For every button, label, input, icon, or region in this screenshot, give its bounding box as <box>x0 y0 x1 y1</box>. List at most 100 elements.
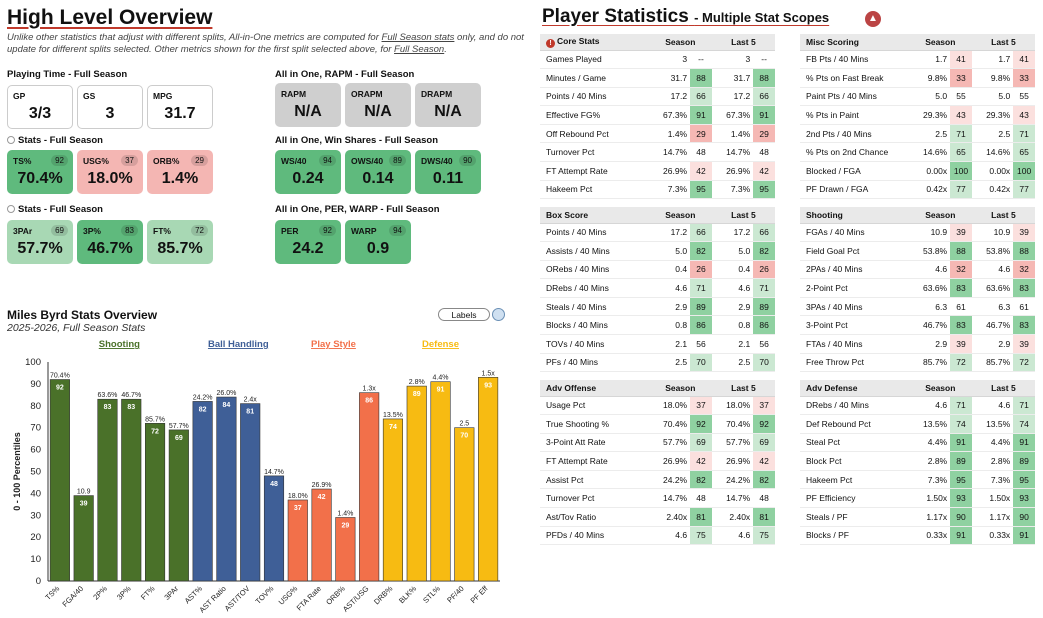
table-row: Usage Pct 18.0% 37 18.0% 37 <box>540 396 775 416</box>
stat-card-label: WS/40 <box>281 156 307 166</box>
last5-value: 4.6 <box>971 396 1014 416</box>
column-header-last5[interactable]: Last 5 <box>711 207 775 224</box>
season-percentile: 74 <box>950 414 972 434</box>
stat-card-label: RAPM <box>281 89 307 99</box>
stat-card-percentile: 90 <box>459 155 476 166</box>
note-link-full-season-stats[interactable]: Full Season stats <box>381 32 455 43</box>
overview-note: Unlike other statistics that adjust with… <box>7 32 527 56</box>
stat-card-value: 57.7% <box>17 240 63 257</box>
bar-value-label: 18.0% <box>288 493 308 500</box>
group-legend-shooting: Shooting <box>99 339 140 350</box>
table-row: Block Pct 2.8% 89 2.8% 89 <box>800 451 1035 471</box>
last5-percentile: 100 <box>1013 161 1035 181</box>
season-value: 26.9% <box>648 161 691 181</box>
last5-value: 24.2% <box>711 470 754 490</box>
section-title-stats2: Stats - Full Season <box>7 204 103 215</box>
last5-value: 14.6% <box>971 142 1014 163</box>
last5-percentile: 42 <box>753 161 775 181</box>
last5-percentile: 91 <box>1013 526 1035 546</box>
column-header-season[interactable]: Season <box>908 207 972 224</box>
bar-value-label: 1.5x <box>481 370 495 377</box>
bar-percentile-label: 89 <box>413 391 421 398</box>
column-header-last5[interactable]: Last 5 <box>711 380 775 397</box>
stat-card-value: 70.4% <box>17 170 63 187</box>
season-percentile: 93 <box>950 488 972 509</box>
season-value: 17.2 <box>648 87 691 107</box>
bar-blk- <box>406 385 427 582</box>
labels-toggle-button[interactable]: Labels <box>438 308 490 321</box>
season-value: 2.9 <box>648 297 691 317</box>
x-tick-label: TOV% <box>254 584 276 606</box>
table-row: 2-Point Pct 63.6% 83 63.6% 83 <box>800 278 1035 298</box>
last5-value: 9.8% <box>971 68 1014 88</box>
season-percentile: 72 <box>950 353 972 373</box>
stat-name: PF Efficiency <box>800 488 909 509</box>
season-percentile: 70 <box>690 353 712 373</box>
season-percentile: 48 <box>690 142 712 163</box>
column-header-season[interactable]: Season <box>908 380 972 397</box>
stat-card-3par: 3PAr 69 57.7% <box>7 220 73 264</box>
stat-card-value: 1.4% <box>161 170 199 187</box>
table-row: FT Attempt Rate 26.9% 42 26.9% 42 <box>540 161 775 181</box>
stat-card-label: WARP <box>351 226 377 236</box>
stat-name: Assist Pct <box>540 470 649 490</box>
x-tick-label: FTA Rate <box>295 584 323 612</box>
season-value: 14.6% <box>908 142 951 163</box>
stat-card-value: 0.9 <box>366 240 390 257</box>
column-header-last5[interactable]: Last 5 <box>971 34 1035 51</box>
stat-card-per: PER 92 24.2 <box>275 220 341 264</box>
season-percentile: 69 <box>690 433 712 453</box>
column-header-season[interactable]: Season <box>648 380 712 397</box>
alert-icon[interactable]: ! <box>546 38 555 48</box>
stat-card-orb-: ORB% 29 1.4% <box>147 150 213 194</box>
last5-value: 63.6% <box>971 278 1014 298</box>
column-header-last5[interactable]: Last 5 <box>971 380 1035 397</box>
bar-value-label: 26.0% <box>216 390 236 397</box>
stat-name: Turnover Pct <box>540 488 649 509</box>
stat-name: Blocked / FGA <box>800 161 909 181</box>
y-tick-label: 30 <box>30 510 41 521</box>
x-tick-label: 2P% <box>91 584 109 602</box>
last5-value: 13.5% <box>971 414 1014 434</box>
stat-card-label: 3P% <box>83 226 101 236</box>
season-percentile: 100 <box>950 161 972 181</box>
column-header-season[interactable]: Season <box>908 34 972 51</box>
x-tick-label: PF/40 <box>445 584 466 605</box>
stat-name: Free Throw Pct <box>800 353 909 373</box>
season-percentile: 37 <box>690 396 712 416</box>
last5-percentile: 48 <box>753 488 775 509</box>
stat-scope-settings-icon[interactable]: ▲ <box>865 11 881 27</box>
column-header-season[interactable]: Season <box>648 207 712 224</box>
last5-value: 1.17x <box>971 507 1014 527</box>
bar-value-label: 85.7% <box>145 416 165 423</box>
column-header-season[interactable]: Season <box>648 34 712 51</box>
season-percentile: 42 <box>690 161 712 181</box>
season-percentile: 75 <box>690 526 712 546</box>
table-row: Points / 40 Mins 17.2 66 17.2 66 <box>540 87 775 107</box>
y-tick-label: 100 <box>25 357 41 368</box>
table-row: Blocks / 40 Mins 0.8 86 0.8 86 <box>540 315 775 336</box>
table-header-row: Shooting Season Last 5 <box>800 207 1035 224</box>
stat-name: Steal Pct <box>800 433 909 453</box>
bar-fta-rate <box>311 488 332 582</box>
season-percentile: 33 <box>950 68 972 88</box>
table-row: Hakeem Pct 7.3% 95 7.3% 95 <box>540 180 775 200</box>
note-link-full-season[interactable]: Full Season <box>394 44 445 55</box>
last5-value: 2.9 <box>971 334 1014 354</box>
stat-name: Steals / PF <box>800 507 909 527</box>
season-percentile: 66 <box>690 87 712 107</box>
bar-value-label: 10.9 <box>77 489 91 496</box>
labels-toggle-switch[interactable] <box>492 308 505 321</box>
stat-card-value: 3 <box>105 105 115 122</box>
column-header-last5[interactable]: Last 5 <box>711 34 775 51</box>
season-value: 2.5 <box>908 124 951 144</box>
column-header-last5[interactable]: Last 5 <box>971 207 1035 224</box>
bar-value-label: 63.6% <box>98 392 118 399</box>
stat-card-percentile: 29 <box>191 155 208 166</box>
section-toggle-radio[interactable] <box>7 136 15 144</box>
season-percentile: 56 <box>690 334 712 354</box>
table-title: Shooting <box>800 207 909 224</box>
last5-value: 2.8% <box>971 451 1014 471</box>
season-value: 4.6 <box>648 278 691 298</box>
section-toggle-radio[interactable] <box>7 205 15 213</box>
